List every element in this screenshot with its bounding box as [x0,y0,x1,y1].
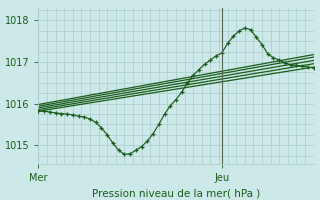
X-axis label: Pression niveau de la mer( hPa ): Pression niveau de la mer( hPa ) [92,189,260,199]
